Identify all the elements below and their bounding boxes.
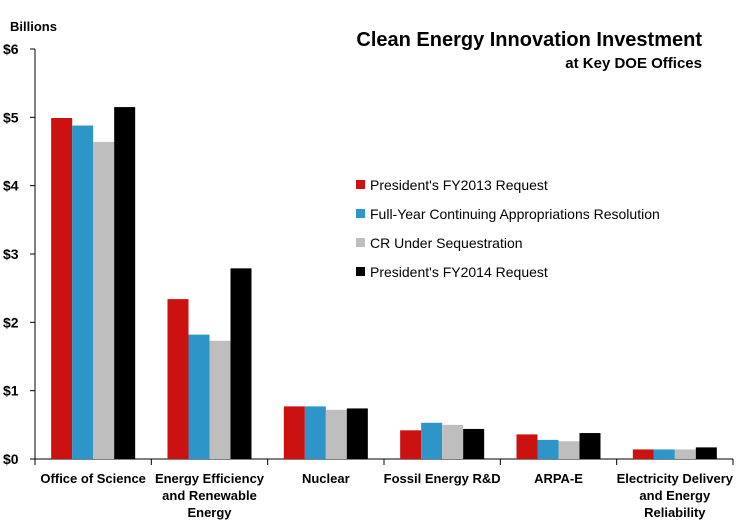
bar <box>114 107 136 459</box>
bar <box>304 406 326 459</box>
bar <box>421 422 443 459</box>
legend-swatch <box>356 267 365 276</box>
bar <box>51 118 73 460</box>
x-category-label: Office of Science <box>40 471 145 486</box>
y-tick-label: $0 <box>3 451 19 467</box>
bar <box>167 299 189 459</box>
x-category-label: ARPA-E <box>534 471 583 486</box>
y-tick-label: $4 <box>3 178 19 194</box>
bar <box>632 449 654 459</box>
x-category-label: Energy Efficiency and Renewable Energy <box>155 471 265 520</box>
bar <box>325 409 347 459</box>
bar <box>653 449 675 459</box>
legend-label: CR Under Sequestration <box>370 235 523 251</box>
bar <box>230 268 252 459</box>
bar <box>346 408 368 459</box>
legend-label: President's FY2014 Request <box>370 264 548 280</box>
y-tick-label: $3 <box>3 246 19 262</box>
x-axis: Office of Science Energy Efficiency and Re… <box>34 458 734 520</box>
bar <box>442 424 464 459</box>
bar <box>558 441 580 459</box>
bar <box>209 340 231 459</box>
x-category-label: Electricity Delivery and Energy Reliabilit… <box>617 471 734 520</box>
x-category-label: Fossil Energy R&D <box>384 471 501 486</box>
legend: President's FY2013 Request Full-Year Cont… <box>356 177 660 280</box>
legend-label: Full-Year Continuing Appropriations Reso… <box>370 206 660 222</box>
bar <box>400 430 422 459</box>
bar <box>516 434 538 459</box>
chart-subtitle: at Key DOE Offices <box>565 55 702 72</box>
bars-group <box>51 107 717 460</box>
y-tick-label: $5 <box>3 109 19 125</box>
y-axis-label: Billions <box>10 19 57 34</box>
chart-title: Clean Energy Innovation Investment <box>356 29 702 51</box>
bar <box>695 447 717 459</box>
bar <box>674 449 696 459</box>
bar <box>537 439 559 459</box>
y-tick-label: $6 <box>3 41 19 57</box>
bar <box>72 125 94 460</box>
y-tick-label: $1 <box>3 383 19 399</box>
bar <box>283 406 305 459</box>
y-axis: $0 $1 $2 $3 $4 $5 $6 <box>3 41 36 467</box>
legend-swatch <box>356 238 365 247</box>
legend-swatch <box>356 180 365 189</box>
y-tick-label: $2 <box>3 314 19 330</box>
bar <box>579 433 601 459</box>
legend-swatch <box>356 209 365 218</box>
bar <box>463 428 485 459</box>
bar <box>188 334 210 459</box>
bar <box>93 141 115 459</box>
x-category-label: Nuclear <box>302 471 350 486</box>
legend-label: President's FY2013 Request <box>370 177 548 193</box>
